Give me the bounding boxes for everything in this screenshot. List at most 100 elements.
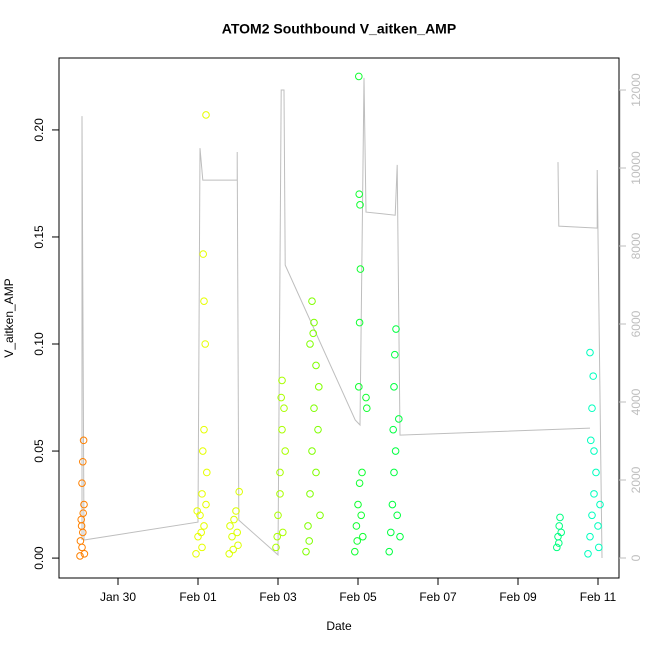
plot-frame — [58, 57, 620, 579]
point — [302, 547, 310, 556]
point — [314, 425, 322, 434]
line — [81, 77, 603, 559]
point — [203, 468, 211, 477]
point — [306, 490, 314, 498]
point — [590, 490, 598, 498]
point — [274, 511, 282, 520]
point — [590, 447, 598, 455]
point — [354, 500, 362, 509]
point — [201, 340, 209, 348]
point — [304, 522, 312, 530]
point — [276, 468, 284, 477]
y-tick-label: 0.10 — [32, 332, 46, 356]
y-tick-label: 0.15 — [32, 225, 46, 249]
x-tick-label: Feb 01 — [179, 590, 217, 604]
point — [390, 383, 398, 391]
point — [278, 376, 286, 385]
point — [279, 528, 287, 537]
y-tick-label: 0.00 — [32, 546, 46, 570]
point — [277, 393, 286, 402]
point — [355, 190, 364, 198]
point — [310, 318, 318, 327]
point — [316, 511, 324, 520]
point — [596, 500, 604, 509]
point — [308, 447, 316, 455]
point — [192, 550, 200, 558]
point — [355, 72, 363, 81]
point — [80, 500, 88, 509]
point — [391, 350, 399, 359]
x-tick-label: Jan 30 — [100, 590, 136, 604]
x-tick-label: Feb 05 — [339, 590, 377, 604]
x-tick-label: Feb 07 — [419, 590, 457, 604]
point — [76, 552, 84, 560]
point — [76, 537, 85, 545]
y2-tick-label: 8000 — [629, 232, 643, 259]
point — [79, 509, 87, 517]
x-tick-label: Feb 09 — [499, 590, 537, 604]
point — [387, 528, 395, 537]
point — [396, 532, 404, 541]
point — [197, 528, 205, 537]
point — [357, 511, 366, 520]
point — [230, 515, 238, 524]
point — [385, 547, 394, 556]
point — [389, 425, 398, 434]
point — [77, 522, 86, 530]
y-tick-label: 0.20 — [32, 118, 46, 142]
x-tick-label: Feb 11 — [580, 590, 617, 604]
point — [310, 404, 318, 413]
point — [226, 522, 234, 530]
point — [200, 522, 208, 530]
point — [202, 111, 210, 119]
point — [199, 250, 207, 258]
point — [594, 522, 602, 530]
point — [235, 487, 243, 496]
point — [353, 537, 362, 545]
point — [358, 468, 366, 477]
point — [306, 340, 314, 348]
point — [273, 532, 282, 541]
point — [232, 507, 240, 515]
point — [584, 550, 592, 558]
point — [272, 543, 280, 552]
point — [80, 550, 89, 558]
point — [198, 490, 206, 498]
point — [363, 404, 371, 413]
point — [392, 325, 400, 333]
point — [586, 348, 594, 357]
point — [355, 383, 363, 391]
x-tick-label: Feb 03 — [259, 590, 297, 604]
point — [555, 539, 563, 547]
point — [281, 447, 290, 455]
point — [355, 318, 364, 327]
y2-tick-label: 4000 — [629, 388, 643, 415]
point — [79, 436, 88, 445]
point — [233, 528, 241, 537]
point — [198, 543, 206, 552]
point — [312, 468, 320, 477]
point — [200, 425, 208, 434]
point — [359, 532, 367, 541]
chart-title: ATOM2 Southbound V_aitken_AMP — [222, 21, 456, 37]
point — [78, 479, 86, 487]
point — [595, 543, 603, 552]
y-axis-label: V_aitken_AMP — [2, 278, 16, 357]
y-tick-label: 0.05 — [32, 439, 46, 463]
point — [200, 297, 208, 305]
point — [391, 447, 400, 455]
point — [587, 436, 595, 445]
point — [278, 425, 286, 434]
y2-tick-label: 10000 — [629, 151, 643, 185]
point — [305, 537, 314, 545]
point — [556, 513, 564, 522]
point — [356, 265, 365, 273]
point — [202, 500, 210, 509]
point — [352, 522, 361, 530]
point — [395, 415, 403, 423]
point — [309, 329, 318, 338]
point — [199, 447, 207, 455]
point — [586, 532, 594, 541]
